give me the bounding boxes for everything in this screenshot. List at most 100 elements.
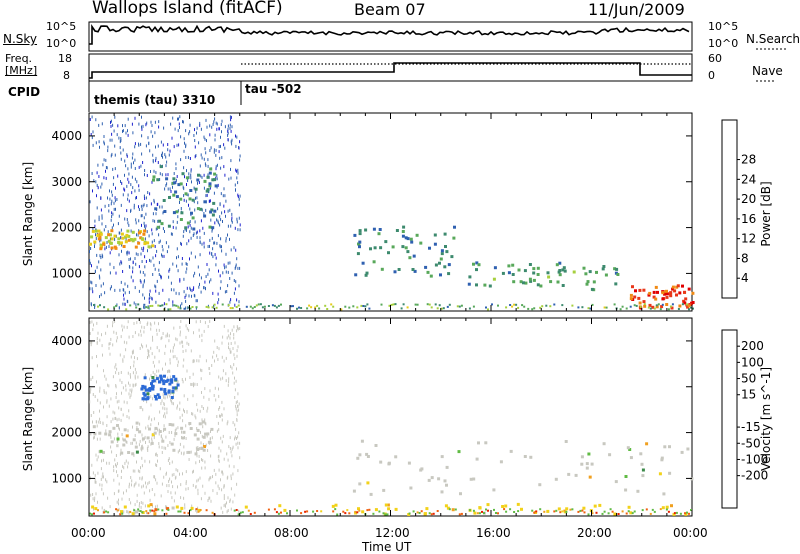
data-pixel	[96, 171, 98, 175]
data-pixel	[221, 156, 223, 160]
data-pixel	[684, 512, 688, 516]
data-pixel	[227, 129, 229, 133]
data-pixel	[178, 143, 180, 147]
data-pixel	[188, 172, 190, 176]
data-pixel	[144, 224, 145, 228]
data-pixel	[438, 261, 441, 265]
data-pixel	[161, 399, 163, 403]
data-pixel	[547, 275, 551, 279]
data-pixel	[205, 287, 206, 291]
data-pixel	[296, 307, 298, 310]
data-pixel	[142, 501, 144, 505]
data-pixel	[229, 307, 232, 310]
data-pixel	[143, 280, 145, 284]
noise-right-tick-top: 10^5	[708, 20, 739, 33]
data-pixel	[316, 510, 319, 512]
data-pixel	[196, 450, 198, 454]
data-pixel	[138, 205, 139, 209]
data-pixel	[179, 126, 180, 129]
data-pixel	[227, 233, 228, 237]
data-pixel	[675, 511, 678, 514]
data-pixel	[520, 507, 523, 511]
data-pixel	[189, 223, 191, 227]
data-pixel	[197, 510, 200, 513]
data-pixel	[443, 479, 447, 483]
data-pixel	[149, 296, 151, 299]
data-pixel	[157, 219, 159, 223]
data-pixel	[139, 439, 141, 443]
data-pixel	[116, 500, 118, 504]
data-pixel	[189, 509, 192, 512]
data-pixel	[102, 353, 103, 357]
data-pixel	[160, 494, 162, 498]
data-pixel	[468, 275, 472, 279]
data-pixel	[188, 458, 190, 461]
data-pixel	[186, 183, 187, 186]
data-pixel	[185, 487, 187, 491]
data-pixel	[357, 507, 360, 511]
data-pixel	[161, 173, 163, 177]
data-pixel	[199, 509, 202, 511]
data-pixel	[212, 255, 214, 259]
data-pixel	[205, 194, 207, 198]
data-pixel	[209, 319, 211, 323]
data-pixel	[553, 510, 556, 513]
data-pixel	[128, 258, 130, 261]
data-pixel	[127, 238, 131, 242]
data-pixel	[89, 390, 91, 394]
data-pixel	[522, 281, 525, 285]
data-pixel	[162, 393, 164, 396]
data-pixel	[219, 406, 221, 409]
data-pixel	[99, 245, 103, 249]
data-pixel	[132, 279, 134, 283]
data-pixel	[659, 508, 662, 511]
data-pixel	[653, 510, 656, 513]
data-pixel	[581, 306, 584, 309]
data-pixel	[214, 339, 216, 343]
data-pixel	[602, 265, 606, 268]
data-pixel	[159, 377, 163, 381]
data-pixel	[99, 483, 101, 487]
power-colorbar-tick-label: 8	[741, 251, 749, 265]
data-pixel	[207, 158, 209, 162]
data-pixel	[673, 512, 676, 515]
data-pixel	[366, 303, 369, 306]
data-pixel	[636, 489, 640, 493]
data-pixel	[218, 428, 220, 432]
data-pixel	[226, 452, 228, 456]
data-pixel	[184, 192, 188, 196]
data-pixel	[213, 303, 216, 306]
data-pixel	[546, 271, 550, 275]
data-pixel	[205, 164, 207, 168]
data-pixel	[223, 263, 225, 267]
data-pixel	[409, 237, 413, 241]
data-pixel	[190, 236, 192, 240]
data-pixel	[137, 233, 139, 237]
data-pixel	[445, 250, 449, 254]
data-pixel	[356, 252, 360, 256]
data-pixel	[174, 127, 176, 131]
data-pixel	[152, 273, 154, 276]
data-pixel	[163, 414, 164, 418]
data-pixel	[148, 427, 151, 431]
data-pixel	[127, 129, 128, 133]
data-pixel	[135, 303, 137, 307]
data-pixel	[183, 137, 185, 141]
data-pixel	[153, 475, 155, 479]
data-pixel	[608, 453, 612, 457]
data-pixel	[217, 301, 219, 305]
data-pixel	[404, 246, 408, 250]
data-pixel	[238, 197, 240, 201]
data-pixel	[204, 491, 206, 495]
data-pixel	[200, 441, 202, 445]
data-pixel	[621, 510, 624, 513]
data-pixel	[123, 293, 124, 297]
data-pixel	[97, 455, 99, 459]
data-pixel	[147, 449, 149, 452]
data-pixel	[187, 397, 189, 401]
data-pixel	[138, 289, 140, 293]
data-pixel	[582, 506, 586, 510]
data-pixel	[99, 276, 101, 280]
data-pixel	[230, 332, 231, 336]
data-pixel	[186, 169, 187, 173]
